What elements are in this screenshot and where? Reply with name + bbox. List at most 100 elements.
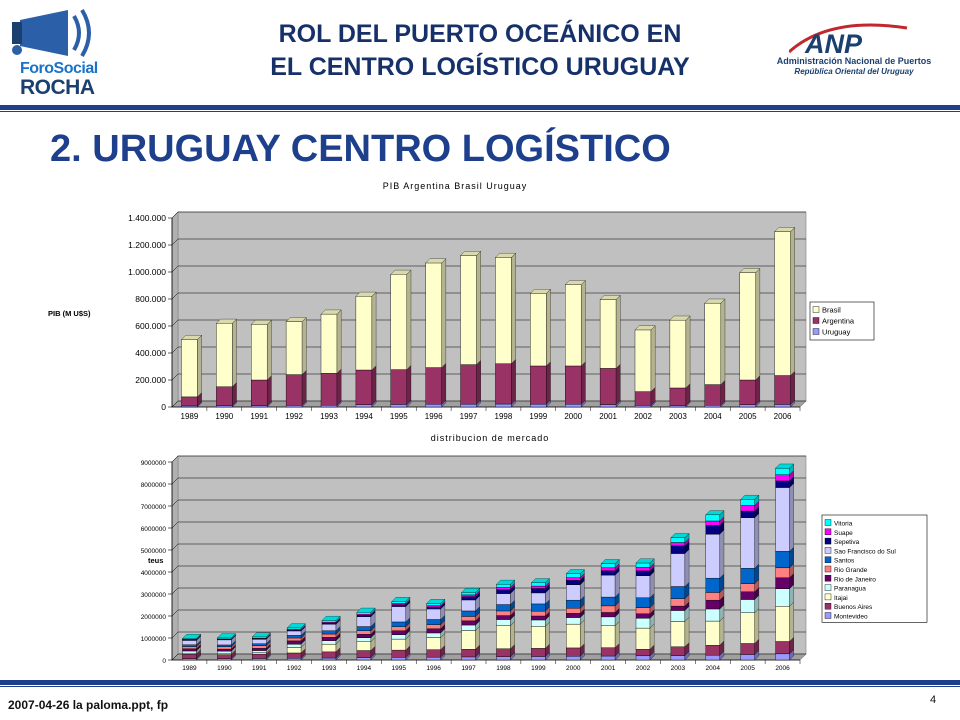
chart1-bar-side-1991 xyxy=(267,375,272,407)
chart2-plot-floor xyxy=(171,653,807,661)
chart2-legend-label: Montevideo xyxy=(834,614,868,621)
chart2-bar-buenos-aires-1996 xyxy=(426,649,441,658)
chart2-bar-sepetiva-1998 xyxy=(496,589,511,594)
chart2-legend-label: Vitoria xyxy=(834,521,853,528)
chart2-bar-montevideo-1993 xyxy=(321,657,337,661)
chart2-bar-montevideo-2006 xyxy=(775,653,790,661)
chart2-bar-side-1994 xyxy=(370,609,376,616)
chart2-bar-rio-de-janeiro-2003 xyxy=(670,605,686,611)
chart2-bar-side-2000 xyxy=(580,595,585,609)
chart1-bar-argentina-1997 xyxy=(460,364,477,405)
chart2-legend-swatch xyxy=(824,519,832,526)
chart2-bar-itajai-2005 xyxy=(740,612,755,644)
chart2-bar-itajai-2002 xyxy=(635,627,651,650)
chart2-bar-side-1997 xyxy=(475,587,480,596)
chart2-bar-side-2005 xyxy=(754,638,760,655)
chart1-bar-top-2005 xyxy=(739,268,761,273)
chart2-bar-suape-2004 xyxy=(705,520,720,526)
chart1-bar-uruguay-1999 xyxy=(530,403,547,408)
chart2-bar-sepetiva-2004 xyxy=(705,525,720,535)
chart2-bar-paranagua-2001 xyxy=(600,616,616,626)
chart1-bar-argentina-1994 xyxy=(355,369,373,405)
chart2-y-tick-label: 6000000 xyxy=(141,526,167,533)
chart1-bar-argentina-1993 xyxy=(320,373,338,406)
chart1-bar-top-2002 xyxy=(634,325,656,331)
chart1-bar-top-2000 xyxy=(564,280,586,285)
chart2-bar-rio-de-janeiro-1989 xyxy=(182,648,197,652)
chart2-bar-rio-grande-2001 xyxy=(600,605,616,613)
chart2-bar-suape-2002 xyxy=(635,567,651,572)
chart2-bar-paranagua-1994 xyxy=(356,637,372,642)
chart1-gridline-diag xyxy=(171,400,179,408)
chart2-bar-buenos-aires-1999 xyxy=(531,648,546,657)
chart1-bar-brasil-1997 xyxy=(460,255,477,365)
anp-country: República Oriental del Uruguay xyxy=(794,67,914,76)
chart2-bar-montevideo-2005 xyxy=(740,654,755,661)
chart2-bar-side-2005 xyxy=(754,579,760,593)
chart2-bar-santos-1990 xyxy=(217,644,232,647)
chart1-x-tick-label: 1997 xyxy=(460,412,478,421)
chart2-bar-itajai-1999 xyxy=(531,626,546,649)
chart1-bar-uruguay-2005 xyxy=(739,404,756,408)
chart2-bar-santos-1991 xyxy=(252,643,267,646)
chart2-legend-label: Sao Francisco do Sul xyxy=(834,548,896,555)
chart2-bar-sao-francisco-do-sul-1997 xyxy=(461,599,476,612)
chart1-bar-side-2005 xyxy=(755,400,761,408)
chart2-bar-side-1997 xyxy=(475,590,480,598)
chart1-bar-argentina-1990 xyxy=(216,386,233,406)
chart2-legend-label: Buenos Aires xyxy=(834,604,873,611)
chart2-bar-montevideo-1998 xyxy=(496,656,511,661)
chart2-bar-side-1989 xyxy=(196,649,201,660)
chart1-bar-argentina-2000 xyxy=(565,365,582,405)
chart2-bar-itajai-1996 xyxy=(426,637,441,650)
chart2-y-tick-label: 2000000 xyxy=(141,614,167,621)
chart1-bar-side-2001 xyxy=(615,294,621,369)
chart1-bar-uruguay-1998 xyxy=(495,403,512,408)
chart1-bar-brasil-2004 xyxy=(704,302,721,385)
chart2-bar-side-1991 xyxy=(266,633,271,640)
chart1-bar-top-1992 xyxy=(285,317,307,322)
chart2-bar-side-2005 xyxy=(754,494,760,506)
chart1-bar-side-1992 xyxy=(301,400,307,408)
chart1-bar-uruguay-1989 xyxy=(181,405,198,408)
chart2-bar-side-1996 xyxy=(440,602,446,610)
section-title: 2. URUGUAY CENTRO LOGÍSTICO xyxy=(50,128,671,170)
chart2-bar-paranagua-2003 xyxy=(670,610,686,622)
chart2-bar-rio-grande-1990 xyxy=(217,646,232,650)
chart2-bar-rio-de-janeiro-2006 xyxy=(775,577,790,589)
chart1-gridline-diag xyxy=(171,238,179,246)
chart1-x-tick-label: 1990 xyxy=(215,412,233,421)
chart2-bar-top-2006 xyxy=(775,463,795,469)
chart2-bar-side-1989 xyxy=(196,644,201,652)
chart2-bar-side-2003 xyxy=(684,541,690,554)
chart2-bar-side-1991 xyxy=(266,645,271,654)
chart2-y-tick-label: 5000000 xyxy=(141,548,167,555)
chart2-bar-rio-grande-1991 xyxy=(252,645,267,649)
chart2-bar-side-2001 xyxy=(614,566,620,576)
chart2-bar-side-2000 xyxy=(580,573,585,581)
chart2-bar-side-2003 xyxy=(684,605,690,622)
chart2-bar-side-1994 xyxy=(370,653,376,661)
chart2-x-tick-label: 1991 xyxy=(252,665,267,672)
chart2-bar-sepetiva-1997 xyxy=(461,596,476,601)
chart2-bar-rio-grande-1997 xyxy=(461,616,476,622)
chart2-bar-sao-francisco-do-sul-2004 xyxy=(705,533,720,579)
chart1-y-tick-label: 1.400.000 xyxy=(128,213,166,223)
chart1-bar-uruguay-2004 xyxy=(704,405,721,408)
chart1-plot-floor xyxy=(171,400,807,408)
chart2-bar-side-1994 xyxy=(370,645,376,658)
chart2-bar-side-1989 xyxy=(196,635,201,641)
chart2-legend-label: Sepetiva xyxy=(834,539,860,546)
chart1-bar-side-1996 xyxy=(441,363,447,405)
chart1-bar-brasil-1989 xyxy=(181,339,198,398)
chart2-bar-vitoria-2003 xyxy=(670,537,686,543)
chart2-bar-side-2001 xyxy=(614,651,620,661)
chart2-bar-side-2002 xyxy=(649,613,655,629)
chart2-bar-side-1989 xyxy=(196,634,201,641)
chart1-bar-side-1998 xyxy=(511,359,516,405)
chart2-bar-side-2000 xyxy=(580,651,585,661)
chart2-bar-side-1991 xyxy=(266,632,271,639)
chart2-bar-montevideo-1996 xyxy=(426,656,441,661)
chart2-legend-swatch xyxy=(824,547,832,554)
chart1-bar-side-2006 xyxy=(790,370,795,405)
